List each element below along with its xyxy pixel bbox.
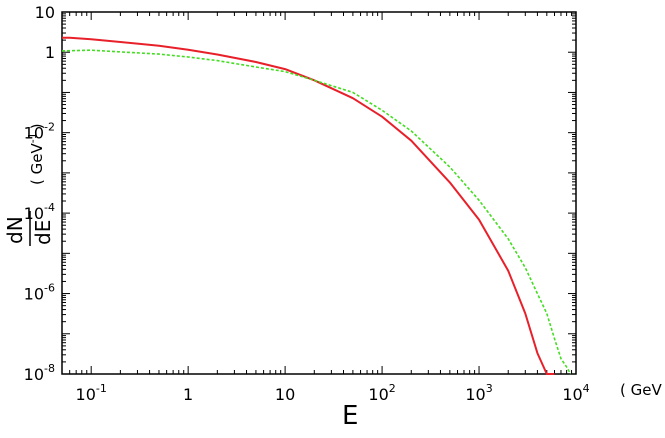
x-tick-label: 1 (183, 385, 193, 404)
y-tick-label: 10 (35, 3, 55, 22)
x-unit-label: ( GeV ) (620, 381, 665, 399)
series-line-2 (61, 49, 572, 375)
x-tick-label: 102 (368, 382, 395, 404)
x-tick-label: 103 (465, 382, 492, 404)
x-tick-labels: 10-1 1 10 102 103 104 (76, 382, 590, 404)
tick-marks (61, 11, 577, 375)
y-tick-label: 10-2 (24, 121, 55, 143)
series-line-1 (62, 36, 555, 375)
x-tick-label: 104 (562, 382, 589, 404)
y-tick-label: 10-4 (24, 201, 55, 223)
y-unit-open: ( GeV (28, 143, 46, 185)
y-label-denominator: dE (31, 220, 55, 245)
y-tick-label: 1 (45, 43, 55, 62)
y-tick-label: 10-8 (24, 362, 55, 384)
x-tick-label: 10 (275, 385, 295, 404)
x-axis-label: E (342, 401, 358, 431)
plot-frame (61, 11, 577, 375)
y-label-numerator: dN (3, 216, 27, 244)
y-tick-labels: 10 1 10-2 10-4 10-6 10-8 (24, 3, 55, 384)
y-unit-label: ( GeV-1) (26, 123, 46, 185)
y-tick-label: 10-6 (24, 282, 55, 304)
x-tick-label: 10-1 (76, 382, 107, 404)
y-unit-exp: -1 (26, 132, 39, 143)
y-unit-close: ) (28, 123, 46, 129)
y-axis-label: dN dE ( GeV-1) (3, 123, 55, 246)
series-layer (61, 36, 572, 375)
